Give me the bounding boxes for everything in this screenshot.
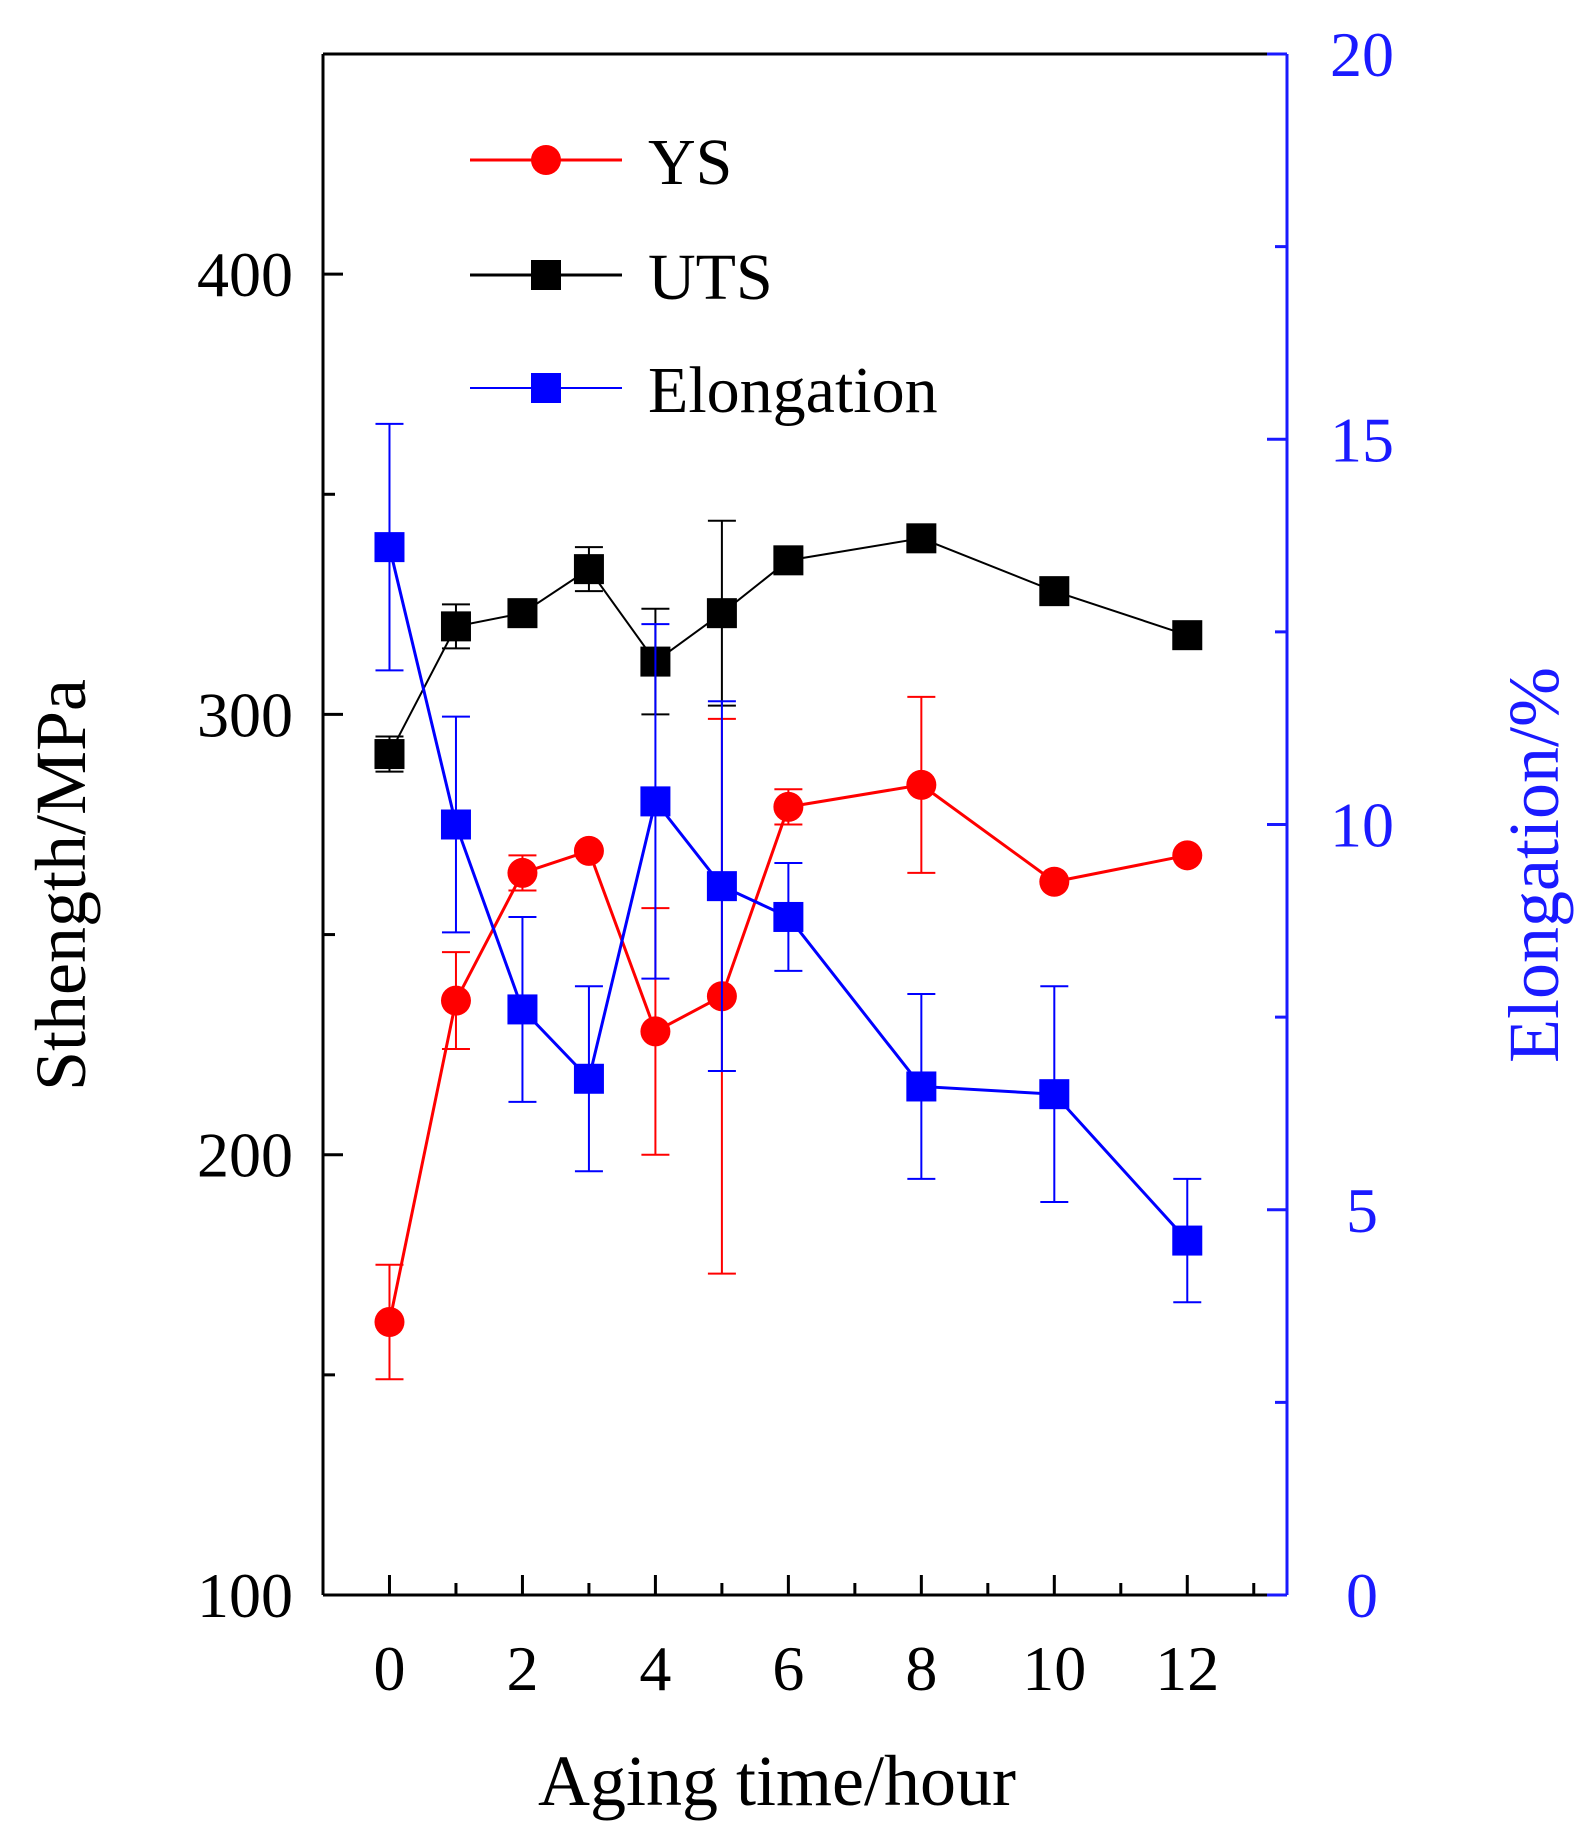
data-point [507,857,538,888]
y-left-tick-label: 100 [197,1560,293,1631]
data-point [374,1307,405,1338]
data-point [1039,866,1070,897]
y-left-tick-label: 300 [197,679,293,750]
y-left-tick-label: 400 [197,239,293,310]
data-point [906,1071,937,1102]
series-line [388,537,1188,755]
data-point [773,545,804,576]
right-axis: 0 5 10 15 20 [1267,19,1394,1631]
data-point [906,769,937,800]
y-right-tick-label: 20 [1330,19,1394,90]
data-point [1172,840,1203,871]
data-point [1039,1079,1070,1110]
y-left-tick-label: 200 [197,1120,293,1191]
legend-label: Elongation [648,354,938,427]
data-point [640,786,671,817]
legend-marker [531,373,561,403]
series-layer [374,422,1203,1381]
x-tick-label: 4 [639,1633,671,1704]
x-tick-label: 0 [373,1633,405,1704]
y-right-tick-label: 0 [1346,1560,1378,1631]
data-point [573,554,604,585]
data-point [374,739,405,770]
data-point [440,809,471,840]
data-point [1172,1225,1203,1256]
data-point [906,523,937,554]
series-line [388,546,1189,1242]
x-tick-label: 8 [905,1633,937,1704]
y-right-tick-label: 5 [1346,1175,1378,1246]
series-elongation [374,422,1203,1304]
data-point [773,901,804,932]
data-point [440,611,471,642]
data-point [1039,576,1070,607]
legend: YS UTS Elongation [470,126,938,427]
data-point [1172,620,1203,651]
x-tick-label: 10 [1022,1633,1086,1704]
x-axis-title: Aging time/hour [538,1741,1016,1821]
legend-item-ys: YS [470,126,732,199]
left-axis: 100 200 300 400 [197,52,343,1631]
data-point [507,598,538,629]
legend-marker [531,145,561,175]
y-axis-right-title: Elongation/% [1494,667,1574,1063]
series-ys [374,695,1203,1381]
x-axis: 0 2 4 6 8 10 12 [373,1575,1256,1704]
series-line [388,783,1188,1323]
legend-label: YS [648,126,732,199]
x-tick-label: 12 [1155,1633,1219,1704]
data-point [573,835,604,866]
data-point [773,791,804,822]
data-point [440,985,471,1016]
legend-item-elongation: Elongation [470,354,938,427]
y-axis-left-title: Sthength/MPa [21,679,101,1091]
y-right-tick-label: 15 [1330,404,1394,475]
legend-label: UTS [648,241,773,314]
data-point [706,871,737,902]
legend-marker [531,260,561,290]
data-point [640,1016,671,1047]
x-tick-label: 6 [772,1633,804,1704]
series-uts [374,519,1203,773]
y-right-tick-label: 10 [1330,790,1394,861]
data-point [374,532,405,563]
data-point [507,994,538,1025]
data-point [573,1063,604,1094]
x-tick-label: 2 [506,1633,538,1704]
data-point [706,598,737,629]
legend-item-uts: UTS [470,241,773,314]
